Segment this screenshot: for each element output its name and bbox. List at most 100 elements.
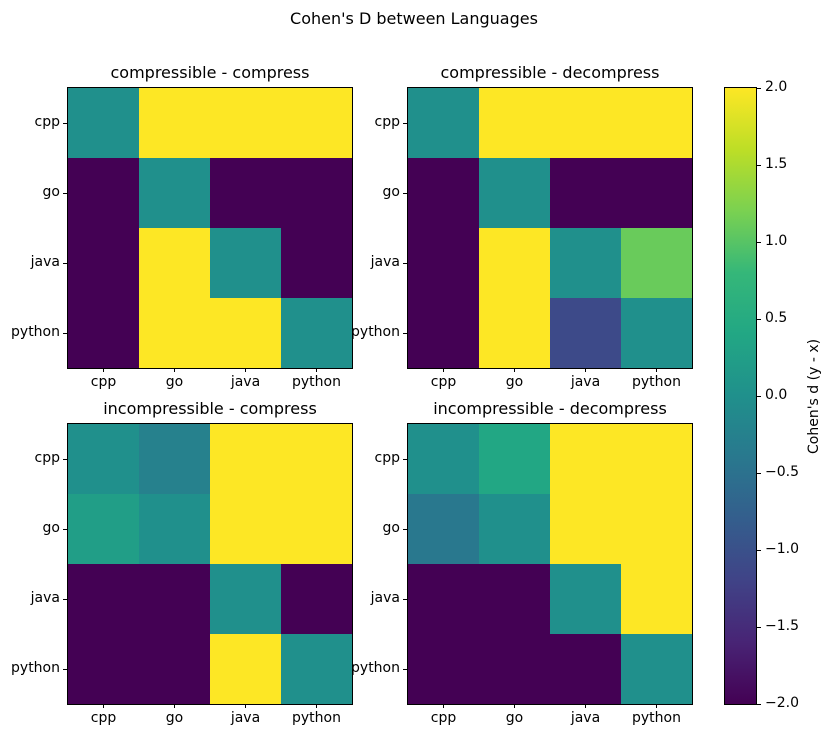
heatmap-cell bbox=[281, 158, 352, 228]
heatmap-cell bbox=[621, 88, 692, 158]
x-tick-label: go bbox=[505, 374, 524, 390]
y-tick-label: cpp bbox=[34, 114, 60, 130]
y-tick-label: go bbox=[382, 520, 400, 536]
heatmap-cell bbox=[550, 634, 621, 704]
y-tick-mark bbox=[63, 528, 67, 530]
y-tick-mark bbox=[403, 458, 407, 460]
heatmap-cell bbox=[621, 228, 692, 298]
heatmap-cell bbox=[210, 88, 281, 158]
y-tick-mark bbox=[403, 262, 407, 264]
heatmap-cell bbox=[408, 564, 479, 634]
heatmap-cell bbox=[621, 298, 692, 368]
heatmap-cell bbox=[479, 228, 550, 298]
heatmap-cell bbox=[281, 228, 352, 298]
heatmap-cell bbox=[479, 494, 550, 564]
heatmap-cell bbox=[139, 88, 210, 158]
heatmap-cell bbox=[68, 634, 139, 704]
heatmap-cell bbox=[68, 298, 139, 368]
x-tick-mark bbox=[103, 368, 104, 372]
heatmap-cell bbox=[408, 634, 479, 704]
heatmap-cell bbox=[408, 424, 479, 494]
colorbar-tick-mark bbox=[756, 395, 761, 397]
x-tick-mark bbox=[245, 704, 246, 708]
x-tick-mark bbox=[103, 704, 104, 708]
x-tick-label: python bbox=[632, 710, 681, 726]
heatmap-cell bbox=[408, 228, 479, 298]
x-tick-label: python bbox=[292, 374, 341, 390]
heatmap-cell bbox=[139, 634, 210, 704]
colorbar-tick-label: 1.0 bbox=[765, 233, 788, 249]
y-tick-mark bbox=[63, 122, 67, 124]
y-tick-mark bbox=[63, 332, 67, 334]
x-tick-label: java bbox=[570, 374, 601, 390]
colorbar-tick-label: −0.5 bbox=[765, 464, 799, 480]
heatmap-cell bbox=[139, 424, 210, 494]
heatmap-cell bbox=[621, 494, 692, 564]
colorbar-tick-label: −1.5 bbox=[765, 618, 799, 634]
y-tick-mark bbox=[403, 668, 407, 670]
x-tick-label: python bbox=[292, 710, 341, 726]
heatmap-cell bbox=[281, 494, 352, 564]
colorbar-tick-label: −2.0 bbox=[765, 695, 799, 711]
y-tick-label: java bbox=[370, 254, 400, 270]
y-tick-label: python bbox=[11, 324, 60, 340]
colorbar-axis-label: Cohen's d (y - x) bbox=[806, 338, 822, 454]
y-tick-mark bbox=[403, 192, 407, 194]
heatmap-cell bbox=[210, 228, 281, 298]
x-tick-label: python bbox=[632, 374, 681, 390]
heatmap-cell bbox=[68, 564, 139, 634]
y-tick-mark bbox=[63, 668, 67, 670]
heatmap-cell bbox=[68, 494, 139, 564]
heatmap-cell bbox=[479, 158, 550, 228]
x-tick-mark bbox=[585, 704, 586, 708]
colorbar-tick-label: 1.5 bbox=[765, 156, 788, 172]
heatmap-cell bbox=[139, 298, 210, 368]
subplot-title: compressible - compress bbox=[110, 63, 310, 82]
heatmap-cell bbox=[68, 424, 139, 494]
heatmap-cell bbox=[68, 88, 139, 158]
colorbar-tick-label: 0.5 bbox=[765, 310, 788, 326]
heatmap-cell bbox=[550, 228, 621, 298]
y-tick-label: go bbox=[42, 520, 60, 536]
heatmap-cell bbox=[281, 88, 352, 158]
x-tick-mark bbox=[514, 704, 515, 708]
subplot-title: incompressible - compress bbox=[103, 399, 317, 418]
heatmap-cell bbox=[139, 564, 210, 634]
y-tick-label: java bbox=[370, 590, 400, 606]
x-tick-mark bbox=[245, 368, 246, 372]
heatmap-cell bbox=[139, 494, 210, 564]
heatmap-cell bbox=[479, 634, 550, 704]
heatmap-cell bbox=[479, 564, 550, 634]
x-tick-label: go bbox=[165, 710, 184, 726]
x-tick-label: java bbox=[570, 710, 601, 726]
y-tick-label: python bbox=[351, 660, 400, 676]
colorbar-tick-mark bbox=[756, 703, 761, 705]
colorbar-tick-mark bbox=[756, 164, 761, 166]
x-tick-mark bbox=[316, 704, 317, 708]
colorbar-tick-label: −1.0 bbox=[765, 541, 799, 557]
y-tick-label: java bbox=[30, 254, 60, 270]
heatmap-cell bbox=[68, 158, 139, 228]
figure-title: Cohen's D between Languages bbox=[290, 9, 538, 28]
colorbar-gradient bbox=[724, 87, 757, 705]
y-tick-mark bbox=[403, 598, 407, 600]
heatmap-cell bbox=[550, 298, 621, 368]
colorbar-tick-label: 2.0 bbox=[765, 79, 788, 95]
heatmap-cell bbox=[68, 228, 139, 298]
y-tick-label: python bbox=[11, 660, 60, 676]
heatmap-cell bbox=[139, 228, 210, 298]
heatmap-cell bbox=[210, 494, 281, 564]
colorbar-tick-mark bbox=[756, 549, 761, 551]
y-tick-label: go bbox=[42, 184, 60, 200]
y-tick-mark bbox=[63, 192, 67, 194]
x-tick-mark bbox=[656, 704, 657, 708]
colorbar-tick-label: 0.0 bbox=[765, 387, 788, 403]
x-tick-label: go bbox=[505, 710, 524, 726]
x-tick-label: java bbox=[230, 374, 261, 390]
x-tick-mark bbox=[316, 368, 317, 372]
y-tick-label: java bbox=[30, 590, 60, 606]
colorbar-tick-mark bbox=[756, 318, 761, 320]
heatmap-cell bbox=[210, 564, 281, 634]
heatmap-cell bbox=[408, 298, 479, 368]
